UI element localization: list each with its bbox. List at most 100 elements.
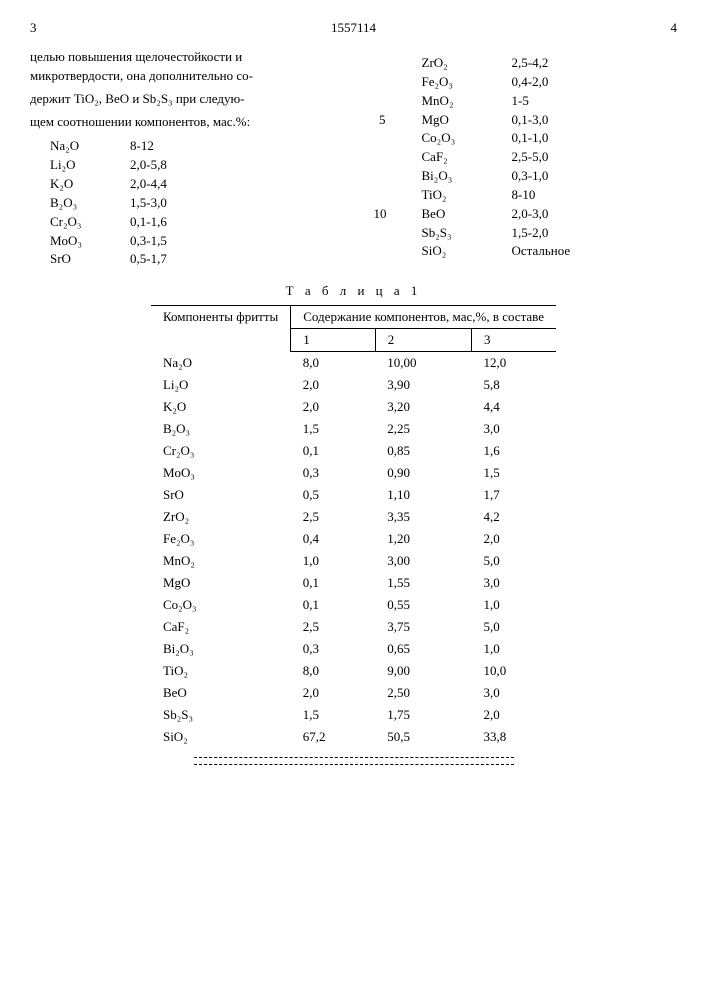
row-value-1: 1,5: [291, 704, 376, 726]
row-value-1: 0,1: [291, 594, 376, 616]
row-value-1: 0,5: [291, 484, 376, 506]
component-range: 0,3-1,0: [512, 167, 678, 186]
component-range: 8-10: [512, 186, 678, 205]
component-name: BeO: [392, 205, 512, 224]
document-number: 1557114: [37, 20, 671, 36]
row-component-name: SiO₂: [151, 726, 291, 753]
row-value-1: 2,0: [291, 396, 376, 418]
line-number-marker: 5: [374, 111, 386, 130]
row-component-name: Sb₂S₃: [151, 704, 291, 726]
component-row: Bi₂O₃0,3-1,0: [374, 167, 678, 186]
row-component-name: TiO₂: [151, 660, 291, 682]
row-component-name: Cr₂O₃: [151, 440, 291, 462]
row-value-3: 2,0: [472, 528, 557, 550]
component-row: Co₂O₃0,1-1,0: [374, 129, 678, 148]
row-value-1: 8,0: [291, 352, 376, 375]
component-row: Na₂O8-12: [30, 137, 334, 156]
table-head-group: Содержание компонентов, мас,%, в составе: [291, 306, 556, 329]
table-row: Co₂O₃0,10,551,0: [151, 594, 556, 616]
table-row: Fe₂O₃0,41,202,0: [151, 528, 556, 550]
row-value-3: 5,8: [472, 374, 557, 396]
component-range: 2,5-5,0: [512, 148, 678, 167]
table-col-3: 3: [472, 329, 557, 352]
row-component-name: CaF₂: [151, 616, 291, 638]
body-text-line: держит TiO₂, BeO и Sb₂S₃ при следую-: [30, 90, 334, 109]
row-value-2: 1,20: [375, 528, 471, 550]
component-range: Остальное: [512, 242, 678, 261]
component-name: Na₂O: [30, 137, 130, 156]
table-row: K₂O2,03,204,4: [151, 396, 556, 418]
table-caption: Т а б л и ц а 1: [30, 283, 677, 299]
row-value-2: 0,85: [375, 440, 471, 462]
row-value-3: 1,0: [472, 638, 557, 660]
body-text-line: щем соотношении компонентов, мас.%:: [30, 113, 334, 132]
row-value-3: 3,0: [472, 418, 557, 440]
row-value-3: 33,8: [472, 726, 557, 753]
component-name: Co₂O₃: [392, 129, 512, 148]
row-value-2: 1,75: [375, 704, 471, 726]
component-row: MnO₂1-5: [374, 92, 678, 111]
row-value-3: 1,7: [472, 484, 557, 506]
row-component-name: Bi₂O₃: [151, 638, 291, 660]
row-component-name: B₂O₃: [151, 418, 291, 440]
component-row: Cr₂O₃0,1-1,6: [30, 213, 334, 232]
row-value-2: 3,75: [375, 616, 471, 638]
component-row: ZrO₂2,5-4,2: [374, 54, 678, 73]
table-row: Li₂O2,03,905,8: [151, 374, 556, 396]
right-component-list: ZrO₂2,5-4,2Fe₂O₃0,4-2,0MnO₂1-55MgO0,1-3,…: [374, 54, 678, 261]
row-component-name: MoO₃: [151, 462, 291, 484]
component-range: 0,1-1,0: [512, 129, 678, 148]
row-value-3: 4,2: [472, 506, 557, 528]
row-value-1: 0,4: [291, 528, 376, 550]
component-row: TiO₂8-10: [374, 186, 678, 205]
row-component-name: Fe₂O₃: [151, 528, 291, 550]
table-bottom-rule-2: [194, 764, 514, 765]
row-value-2: 50,5: [375, 726, 471, 753]
row-component-name: SrO: [151, 484, 291, 506]
component-name: ZrO₂: [392, 54, 512, 73]
component-row: K₂O2,0-4,4: [30, 175, 334, 194]
component-row: B₂O₃1,5-3,0: [30, 194, 334, 213]
table-head-components: Компоненты фритты: [151, 306, 291, 352]
page-header: 3 1557114 4: [30, 20, 677, 36]
row-value-3: 3,0: [472, 572, 557, 594]
component-row: Sb₂S₃1,5-2,0: [374, 224, 678, 243]
component-name: Sb₂S₃: [392, 224, 512, 243]
component-name: Bi₂O₃: [392, 167, 512, 186]
component-range: 8-12: [130, 137, 334, 156]
component-range: 0,5-1,7: [130, 250, 334, 269]
table-row: BeO2,02,503,0: [151, 682, 556, 704]
table-col-1: 1: [291, 329, 376, 352]
component-name: B₂O₃: [30, 194, 130, 213]
row-value-1: 8,0: [291, 660, 376, 682]
component-row: Li₂O2,0-5,8: [30, 156, 334, 175]
body-text-line: целью повышения щелочестойкости и микрот…: [30, 48, 334, 86]
component-range: 2,0-5,8: [130, 156, 334, 175]
table-row: Cr₂O₃0,10,851,6: [151, 440, 556, 462]
component-row: SiO₂Остальное: [374, 242, 678, 261]
row-value-1: 1,0: [291, 550, 376, 572]
row-value-1: 2,5: [291, 616, 376, 638]
table-row: SrO0,51,101,7: [151, 484, 556, 506]
component-name: Cr₂O₃: [30, 213, 130, 232]
component-name: TiO₂: [392, 186, 512, 205]
table-row: MoO₃0,30,901,5: [151, 462, 556, 484]
row-value-3: 1,0: [472, 594, 557, 616]
row-value-1: 2,5: [291, 506, 376, 528]
row-value-1: 0,3: [291, 462, 376, 484]
component-row: Fe₂O₃0,4-2,0: [374, 73, 678, 92]
row-value-2: 3,90: [375, 374, 471, 396]
row-value-2: 3,35: [375, 506, 471, 528]
row-value-1: 67,2: [291, 726, 376, 753]
row-value-2: 2,25: [375, 418, 471, 440]
table-col-2: 2: [375, 329, 471, 352]
component-row: MoO₃0,3-1,5: [30, 232, 334, 251]
row-value-3: 5,0: [472, 550, 557, 572]
component-range: 1-5: [512, 92, 678, 111]
row-value-2: 0,90: [375, 462, 471, 484]
row-component-name: BeO: [151, 682, 291, 704]
component-range: 0,4-2,0: [512, 73, 678, 92]
table-row: CaF₂2,53,755,0: [151, 616, 556, 638]
right-column: ZrO₂2,5-4,2Fe₂O₃0,4-2,0MnO₂1-55MgO0,1-3,…: [374, 48, 678, 269]
component-range: 2,0-4,4: [130, 175, 334, 194]
